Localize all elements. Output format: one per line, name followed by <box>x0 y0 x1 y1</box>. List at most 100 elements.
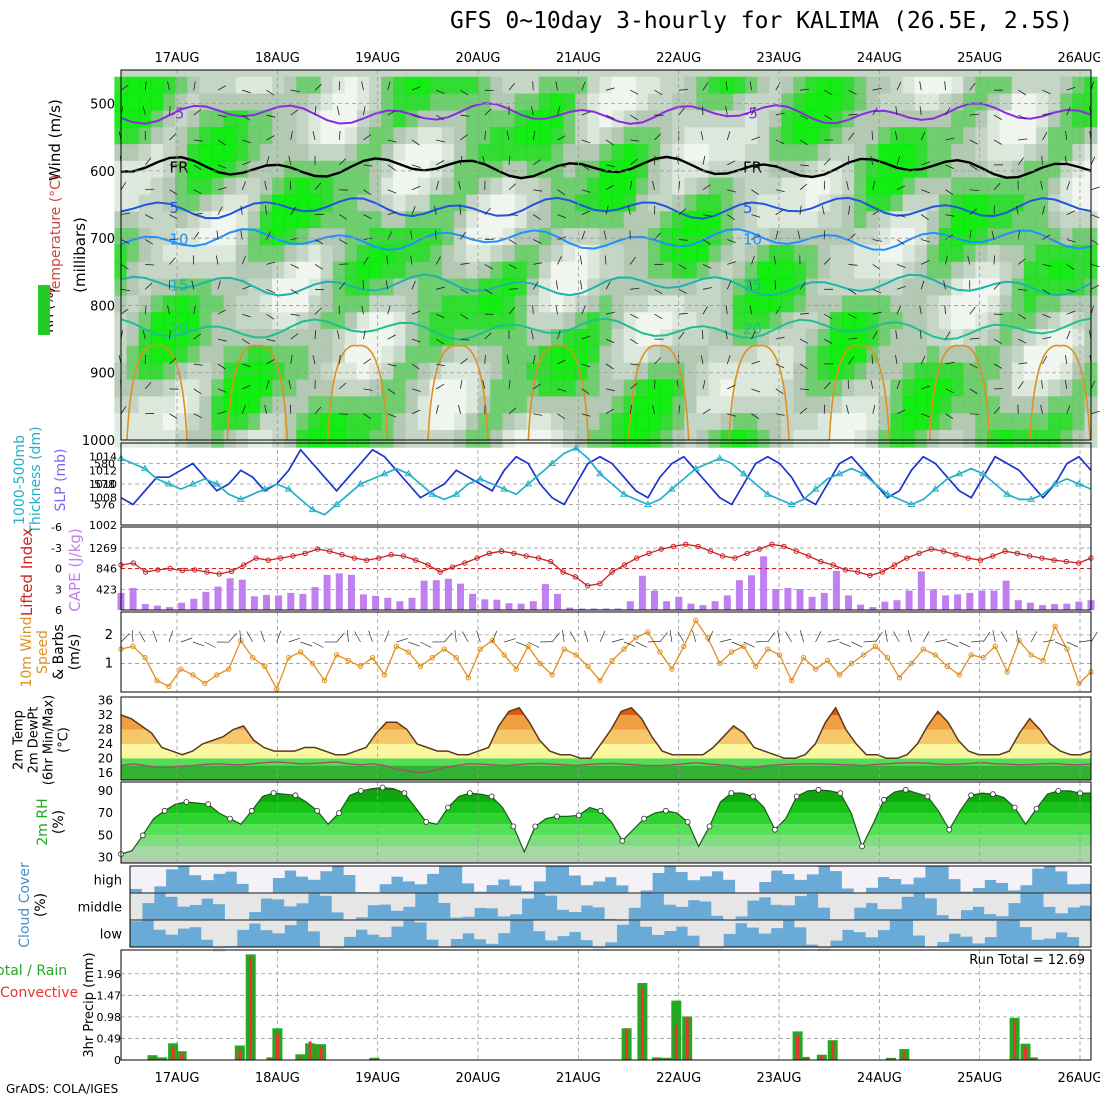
rh-marker <box>445 804 451 811</box>
wind-barb <box>363 106 366 116</box>
wind-barb-10m <box>851 641 863 648</box>
rh-cell <box>708 345 722 364</box>
rh-cell <box>854 244 868 263</box>
rh-cell <box>308 194 322 213</box>
rh-cell <box>914 194 928 213</box>
cloud-cell <box>438 893 451 903</box>
wind-barb <box>749 81 752 91</box>
rh-cell <box>223 194 237 213</box>
rh-cell <box>623 93 637 112</box>
rh-cell <box>841 261 855 280</box>
rh-cell <box>732 93 746 112</box>
rh-cell <box>538 429 552 448</box>
cloud-cell <box>414 866 428 885</box>
rh-cell <box>660 362 674 381</box>
cloud-cell <box>260 893 273 899</box>
cloud-cell <box>640 866 653 891</box>
thickness-marker <box>811 485 820 492</box>
cape-bar <box>832 570 840 610</box>
rh-cell <box>781 211 795 230</box>
rh-cell <box>126 144 140 162</box>
wind-barb <box>605 139 614 146</box>
rh-cell <box>199 379 213 398</box>
wind-barb <box>1066 210 1076 215</box>
isotherm-label: 20 <box>743 320 762 338</box>
rh-cell <box>296 345 310 364</box>
rh-cell <box>1035 345 1049 364</box>
wind-barb <box>775 112 785 116</box>
cape-bar <box>554 593 561 610</box>
rh-cell <box>284 345 298 364</box>
li-marker <box>646 550 652 556</box>
rh-cell <box>696 76 710 95</box>
rh-cell <box>1048 329 1062 347</box>
label-rh2m-line: 2m RH <box>35 798 51 845</box>
rh-cell <box>344 295 358 314</box>
rh-cell <box>635 110 649 129</box>
rh-cell <box>587 329 601 347</box>
rh-cell <box>247 228 261 246</box>
cloud-cell <box>450 920 463 939</box>
rh-cell <box>744 345 758 364</box>
rh-cell <box>223 429 237 448</box>
wind-barb <box>508 288 519 290</box>
rh-cell <box>647 345 661 364</box>
rh-cell <box>684 93 698 112</box>
cloud-cell <box>236 920 250 930</box>
wind-barb <box>193 164 202 171</box>
cloud-cell <box>462 920 475 934</box>
thickness-marker <box>787 500 796 507</box>
rh-cell <box>563 429 577 448</box>
rh-cell <box>369 429 383 448</box>
wind-barb <box>436 363 446 367</box>
wind-barb <box>532 355 536 365</box>
rh-cell <box>817 413 831 431</box>
rh-cell <box>211 345 225 364</box>
rh-cell <box>550 429 564 448</box>
cape-bar <box>772 589 780 610</box>
rh-cell <box>405 127 419 145</box>
rh-cell <box>696 194 710 213</box>
wind-barb <box>824 114 833 120</box>
wind-marker <box>190 672 196 678</box>
rh-marker <box>183 799 190 805</box>
cape-bar <box>748 575 755 610</box>
rh-cell <box>441 413 455 431</box>
rh-cell <box>829 228 843 246</box>
thickness-marker <box>212 480 221 487</box>
rh-cell <box>793 144 807 162</box>
rh-cell <box>1035 396 1049 415</box>
rh-cell <box>429 295 443 314</box>
rh-cell <box>720 429 734 448</box>
rh-cell <box>999 379 1013 398</box>
rh-cell <box>744 127 758 145</box>
rh-cell <box>647 329 661 347</box>
rh-cell <box>805 413 819 431</box>
rh-cell <box>708 93 722 112</box>
rh-cell <box>187 345 201 364</box>
rh-cell <box>963 379 977 398</box>
wind-barb <box>725 81 728 91</box>
rh-cell <box>417 76 431 95</box>
wind-barb <box>726 131 731 141</box>
wind-marker <box>309 660 316 667</box>
rh-cell <box>732 261 746 280</box>
wind-barb <box>169 257 176 265</box>
rh-cell <box>393 396 407 415</box>
cloud-cell <box>426 920 439 940</box>
wind-barb <box>266 338 276 342</box>
wind-barb-10m <box>719 638 732 643</box>
cape-bar <box>820 592 828 610</box>
rh-cell <box>1011 362 1025 381</box>
li-marker <box>928 546 935 552</box>
series-slp <box>120 448 1092 506</box>
rh-cell <box>1048 110 1062 129</box>
rh-cell <box>938 396 952 415</box>
wind-barb <box>727 261 736 265</box>
precip-bar-convective <box>171 1046 175 1060</box>
rh-cell <box>647 228 661 246</box>
rh-cell <box>393 379 407 398</box>
rh-cell <box>1072 329 1086 347</box>
cloud-cell <box>913 866 926 878</box>
rh-cell <box>150 345 164 364</box>
